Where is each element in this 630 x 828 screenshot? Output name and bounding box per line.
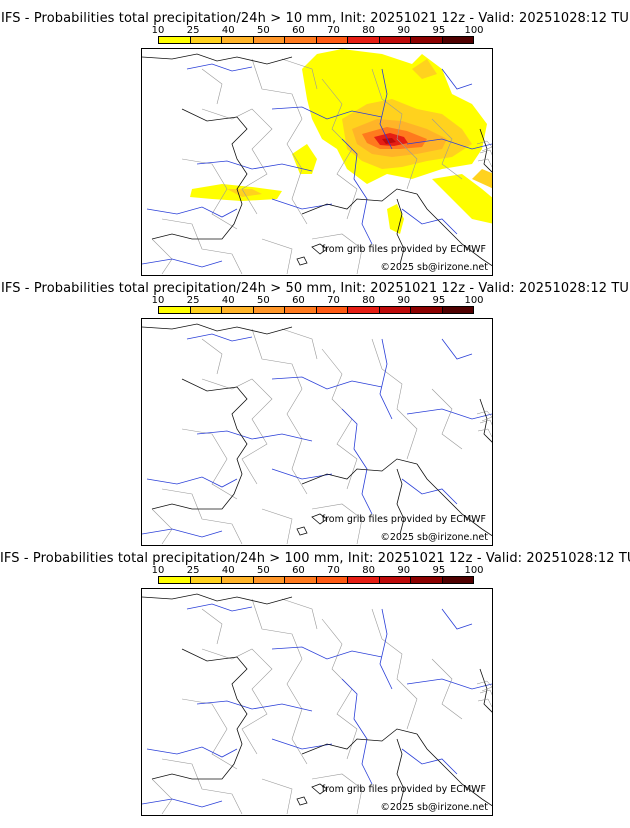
colorbar-tick-label: 70 xyxy=(327,565,340,576)
colorbar-swatch xyxy=(253,37,285,43)
colorbar-tick-label: 90 xyxy=(397,295,411,306)
map-canvas xyxy=(142,593,492,815)
colorbar-swatch xyxy=(411,37,443,43)
map-panel-50mm: IFS - Probabilities total precipitation/… xyxy=(0,270,630,546)
colorbar-tick-label: 60 xyxy=(292,25,305,36)
colorbar-swatch xyxy=(222,307,254,313)
colorbar-swatch xyxy=(190,577,222,583)
forecast-map: from grib files provided by ECMWF ©2025 … xyxy=(141,588,493,816)
colorbar-swatch xyxy=(442,37,473,43)
credit-copyright: ©2025 sb@irizone.net xyxy=(380,802,488,813)
colorbar-tick-label: 10 xyxy=(151,295,165,306)
colorbar-tick-label: 90 xyxy=(397,565,411,576)
colorbar-tick-label: 100 xyxy=(464,25,484,36)
colorbar-swatch xyxy=(411,577,443,583)
panel-title: IFS - Probabilities total precipitation/… xyxy=(0,281,630,296)
colorbar-swatch xyxy=(442,307,473,313)
colorbar-tick-label: 10 xyxy=(151,25,165,36)
colorbar-swatch xyxy=(253,307,285,313)
colorbar-ticks: 10 25 40 50 60 70 80 90 95 100 xyxy=(152,295,484,306)
forecast-map: from grib files provided by ECMWF ©2025 … xyxy=(141,48,493,276)
colorbar xyxy=(158,576,474,584)
map-canvas xyxy=(142,49,492,275)
colorbar-swatch xyxy=(159,37,191,43)
colorbar-swatch xyxy=(190,37,222,43)
panel-title: IFS - Probabilities total precipitation/… xyxy=(0,551,630,566)
colorbar-tick-label: 70 xyxy=(327,295,340,306)
colorbar-tick-label: 10 xyxy=(151,565,165,576)
colorbar-swatch xyxy=(379,37,411,43)
colorbar-swatch xyxy=(316,307,348,313)
map-panel-10mm: IFS - Probabilities total precipitation/… xyxy=(0,0,630,276)
colorbar-tick-label: 80 xyxy=(362,25,376,36)
colorbar-swatch xyxy=(285,577,317,583)
colorbar-tick-label: 80 xyxy=(362,295,376,306)
colorbar-swatch xyxy=(190,307,222,313)
colorbar-swatch xyxy=(348,307,380,313)
colorbar-swatch xyxy=(348,37,380,43)
credit-copyright: ©2025 sb@irizone.net xyxy=(380,262,488,273)
colorbar-tick-label: 40 xyxy=(221,295,235,306)
colorbar-tick-label: 50 xyxy=(256,565,270,576)
credit-copyright: ©2025 sb@irizone.net xyxy=(380,532,488,543)
colorbar-tick-label: 25 xyxy=(186,295,200,306)
colorbar-swatch xyxy=(285,37,317,43)
colorbar-swatch xyxy=(316,37,348,43)
panel-title: IFS - Probabilities total precipitation/… xyxy=(0,11,630,26)
credit-source: from grib files provided by ECMWF xyxy=(321,514,486,525)
colorbar-ticks: 10 25 40 50 60 70 80 90 95 100 xyxy=(152,25,484,36)
colorbar-tick-label: 90 xyxy=(397,25,411,36)
colorbar-tick-label: 100 xyxy=(464,565,484,576)
colorbar-tick-label: 95 xyxy=(432,25,446,36)
map-panel-100mm: IFS - Probabilities total precipitation/… xyxy=(0,540,630,816)
colorbar-swatch xyxy=(159,577,191,583)
colorbar-swatch xyxy=(159,307,191,313)
colorbar-swatch xyxy=(379,307,411,313)
colorbar-tick-label: 70 xyxy=(327,25,340,36)
colorbar xyxy=(158,306,474,314)
precipitation-probability-field xyxy=(190,49,492,234)
colorbar xyxy=(158,36,474,44)
colorbar-swatch xyxy=(411,307,443,313)
colorbar-tick-label: 50 xyxy=(256,295,270,306)
colorbar-tick-label: 40 xyxy=(221,25,235,36)
credit-source: from grib files provided by ECMWF xyxy=(321,244,486,255)
forecast-map: from grib files provided by ECMWF ©2025 … xyxy=(141,318,493,546)
colorbar-tick-label: 60 xyxy=(292,565,305,576)
colorbar-swatch xyxy=(442,577,473,583)
colorbar-swatch xyxy=(348,577,380,583)
colorbar-tick-label: 25 xyxy=(186,25,200,36)
colorbar-tick-label: 25 xyxy=(186,565,200,576)
colorbar-swatch xyxy=(222,37,254,43)
colorbar-tick-label: 50 xyxy=(256,25,270,36)
colorbar-swatch xyxy=(285,307,317,313)
colorbar-ticks: 10 25 40 50 60 70 80 90 95 100 xyxy=(152,565,484,576)
colorbar-swatch xyxy=(253,577,285,583)
colorbar-tick-label: 80 xyxy=(362,565,376,576)
credit-source: from grib files provided by ECMWF xyxy=(321,784,486,795)
colorbar-swatch xyxy=(222,577,254,583)
colorbar-tick-label: 95 xyxy=(432,295,446,306)
colorbar-swatch xyxy=(379,577,411,583)
map-canvas xyxy=(142,323,492,545)
colorbar-tick-label: 60 xyxy=(292,295,305,306)
colorbar-swatch xyxy=(316,577,348,583)
colorbar-tick-label: 100 xyxy=(464,295,484,306)
colorbar-tick-label: 95 xyxy=(432,565,446,576)
colorbar-tick-label: 40 xyxy=(221,565,235,576)
